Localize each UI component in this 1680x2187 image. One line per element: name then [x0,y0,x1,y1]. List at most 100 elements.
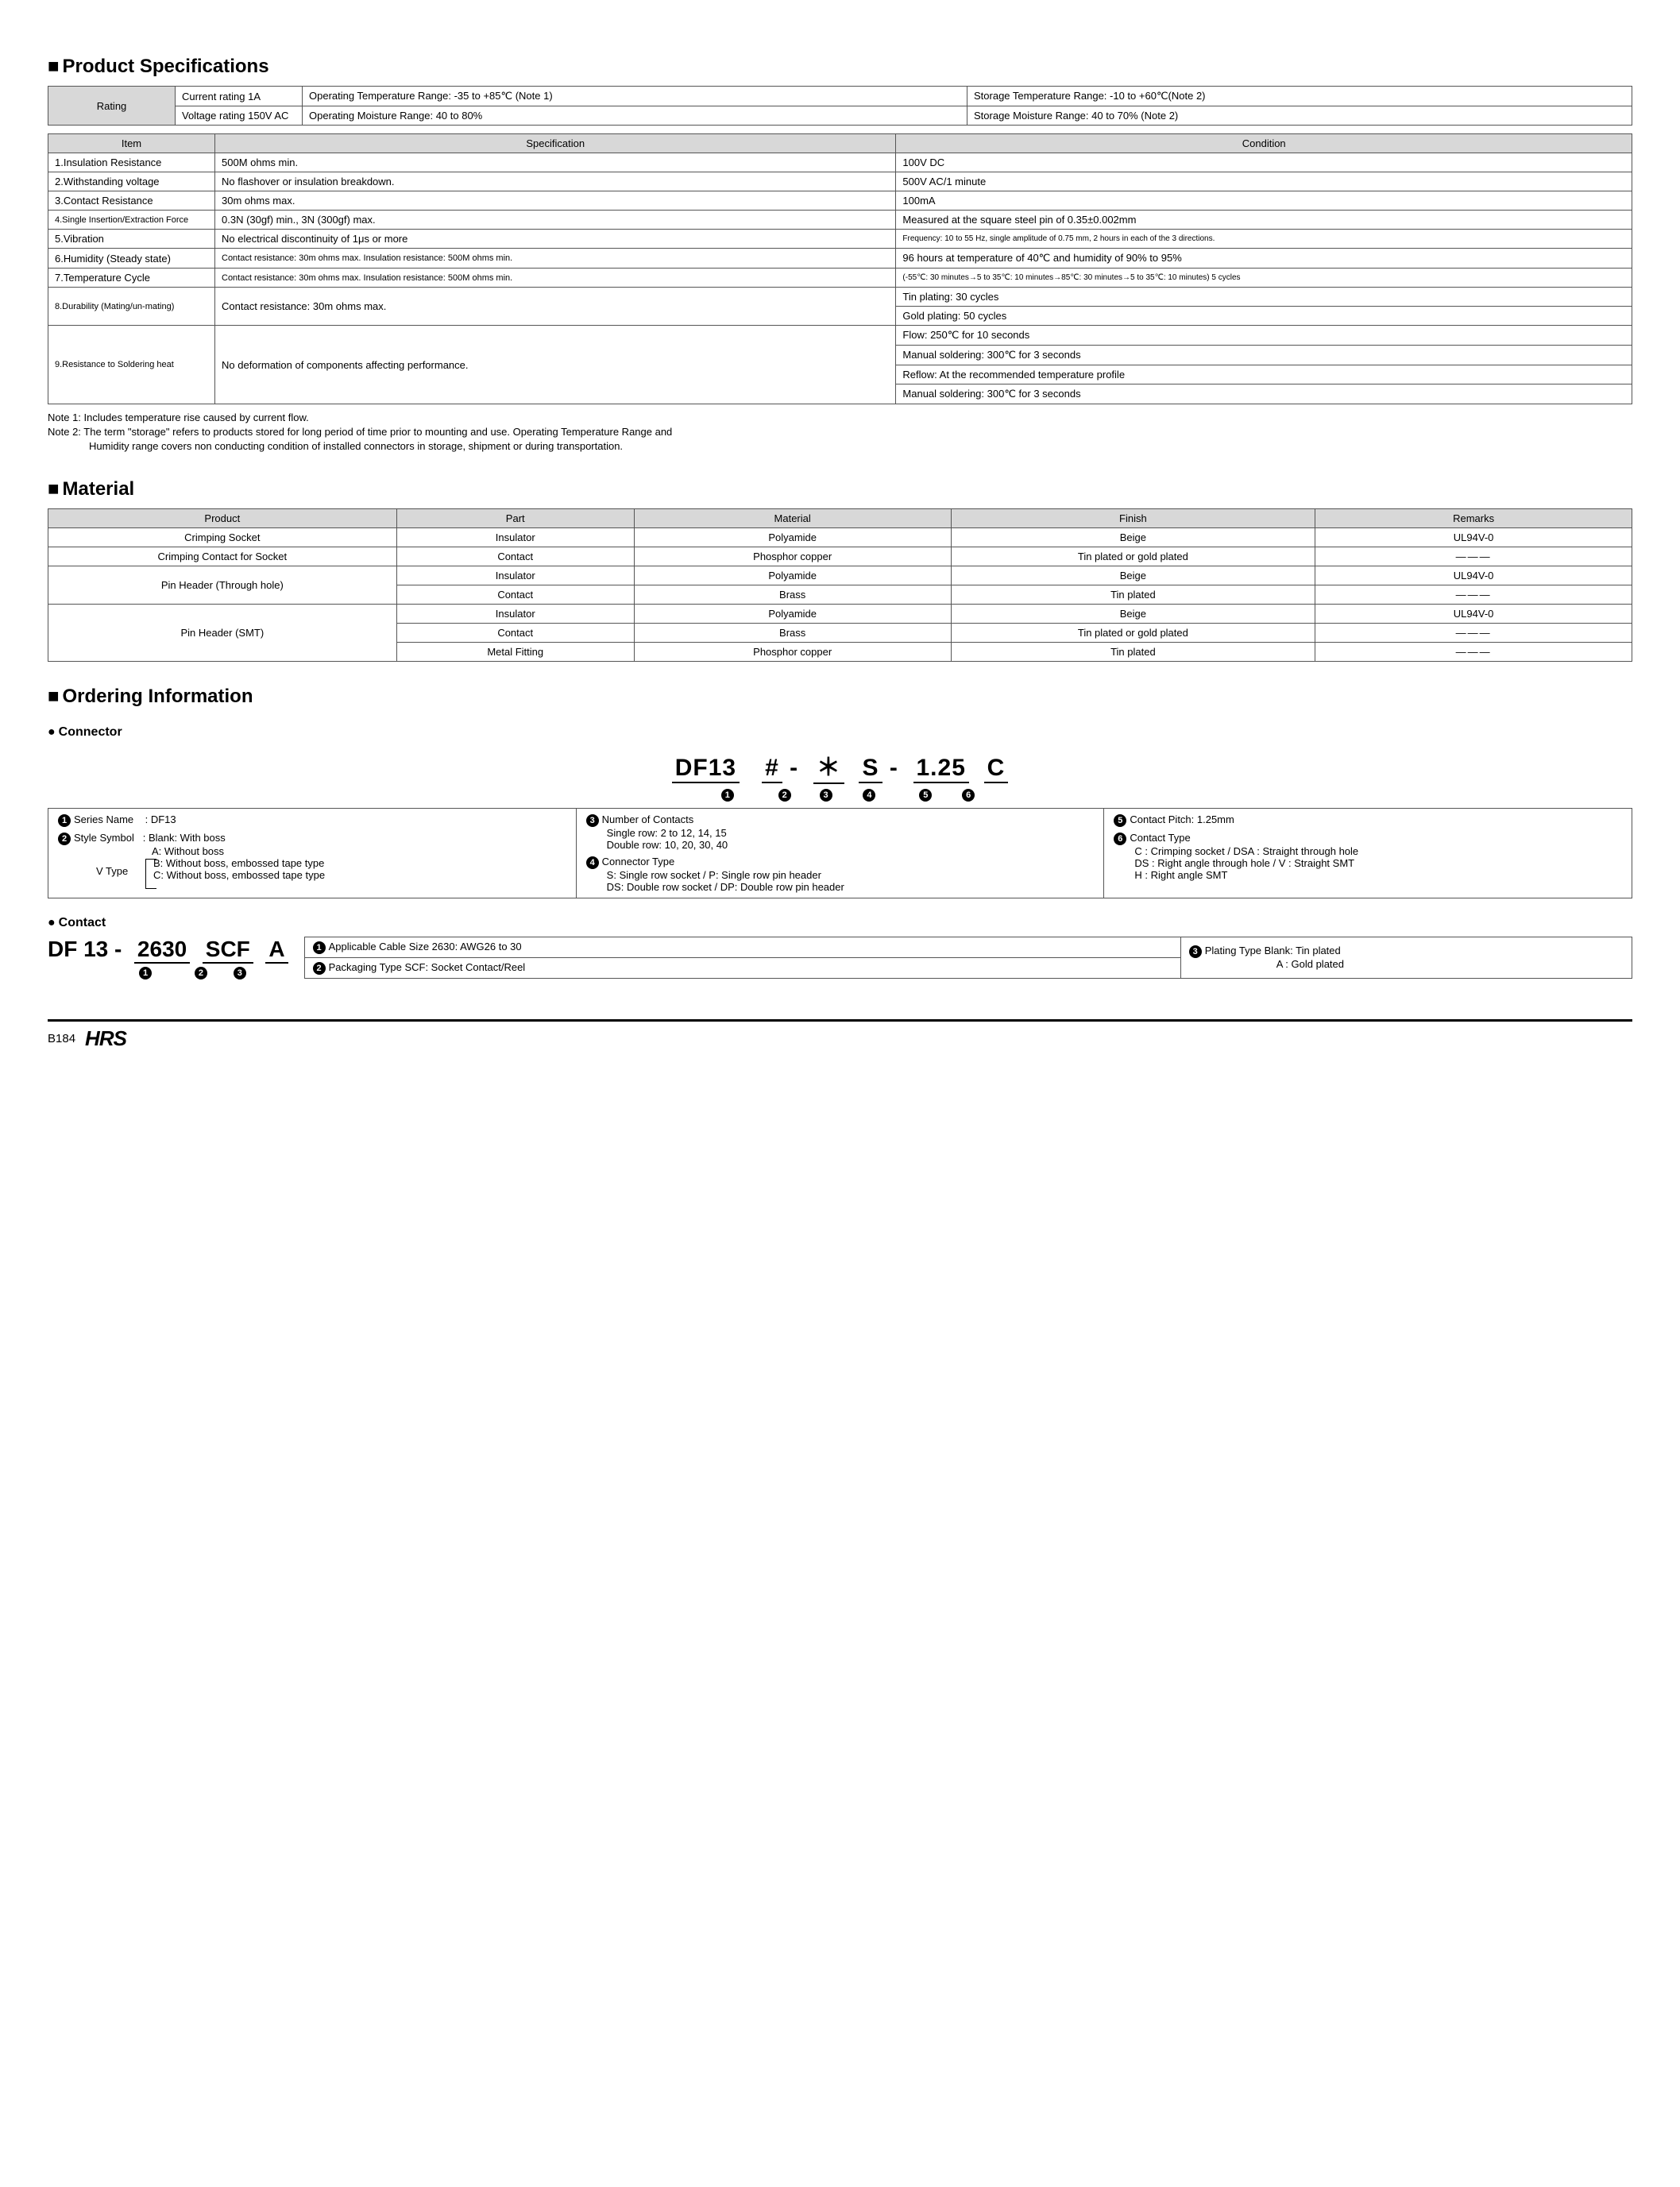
mat-h-part: Part [396,508,634,527]
notes: Note 1: Includes temperature rise caused… [48,411,1632,454]
legend-style-symbol: Style Symbol [74,832,134,844]
spec-cond: 96 hours at temperature of 40℃ and humid… [896,249,1632,269]
spec-cond: Frequency: 10 to 55 Hz, single amplitude… [896,230,1632,249]
circled-2: 2 [58,833,71,845]
circled-5: 5 [919,789,932,802]
legend-num-contacts: Number of Contacts [602,813,694,825]
legend-connector-type-b: DS: Double row socket / DP: Double row p… [586,881,1095,893]
spec-item: 3.Contact Resistance [48,191,215,211]
mat-cell: Tin plated or gold plated [951,547,1315,566]
mat-cell: Crimping Contact for Socket [48,547,397,566]
mat-cell: Beige [951,604,1315,623]
mat-cell: Tin plated [951,585,1315,604]
circled-2: 2 [778,789,791,802]
sub-title-contact: Contact [48,916,1632,930]
circled-4: 4 [863,789,875,802]
legend-col-3: 5Contact Pitch: 1.25mm 6Contact Type C :… [1104,809,1632,898]
mat-cell: Contact [396,585,634,604]
table-row: Crimping Socket Insulator Polyamide Beig… [48,527,1632,547]
legend-style-b: B: Without boss, embossed tape type [153,857,566,869]
code-seg-3: ＊ [813,748,844,784]
legend-series-val: : DF13 [145,813,176,825]
spec-cond-durability-1: Tin plating: 30 cycles [896,288,1632,307]
connector-order-nums: 1 2 3 4 5 6 [48,787,1632,802]
contact-seg-1: 2630 [134,937,190,964]
spec-spec: No flashover or insulation breakdown. [215,172,896,191]
spec-item: 4.Single Insertion/Extraction Force [48,211,215,230]
contact-seg-0: DF 13 [48,937,108,961]
contact-seg-2: SCF [203,937,253,964]
circled-3: 3 [234,967,246,980]
spec-header-spec: Specification [215,134,896,153]
mat-cell: Insulator [396,604,634,623]
contact-legend-3: 3Plating Type Blank: Tin plated A : Gold… [1180,937,1632,978]
sub-title-connector: Connector [48,725,1632,740]
circled-1: 1 [139,967,152,980]
mat-cell: UL94V-0 [1315,566,1632,585]
spec-header-cond: Condition [896,134,1632,153]
contact-code-block: DF 13 - 2630 SCF A 1 2 3 [48,937,288,980]
table-row: 4.Single Insertion/Extraction Force0.3N … [48,211,1632,230]
mat-cell: ――― [1315,585,1632,604]
legend-series-name: Series Name [74,813,133,825]
table-row: 5.VibrationNo electrical discontinuity o… [48,230,1632,249]
mat-cell: Brass [634,623,951,642]
mat-cell: ――― [1315,623,1632,642]
circled-2: 2 [195,967,207,980]
connector-legend-box: 1Series Name : DF13 2Style Symbol : Blan… [48,808,1632,898]
legend-col-1: 1Series Name : DF13 2Style Symbol : Blan… [48,809,577,898]
mat-h-finish: Finish [951,508,1315,527]
mat-cell: Metal Fitting [396,642,634,661]
legend-style-a: A: Without boss [58,845,566,857]
legend-contact-pitch: Contact Pitch: 1.25mm [1130,813,1234,825]
mat-cell: ――― [1315,642,1632,661]
mat-cell: Pin Header (SMT) [48,604,397,661]
spec-item: 6.Humidity (Steady state) [48,249,215,269]
hrs-logo: HRS [85,1026,126,1051]
code-seg-5: 1.25 [913,755,969,783]
spec-spec: Contact resistance: 30m ohms max. Insula… [215,249,896,269]
contact-legend-3a: Plating Type Blank: Tin plated [1205,945,1341,956]
circled-3: 3 [1189,945,1202,958]
spec-cond-durability-2: Gold plating: 50 cycles [896,307,1632,326]
mat-h-product: Product [48,508,397,527]
circled-6: 6 [1114,833,1126,845]
spec-table: Item Specification Condition 1.Insulatio… [48,133,1632,404]
circled-2: 2 [313,962,326,975]
circled-4: 4 [586,856,599,869]
mat-cell: Crimping Socket [48,527,397,547]
mat-cell: Contact [396,623,634,642]
code-seg-4: S [859,755,882,783]
circled-6: 6 [962,789,975,802]
circled-1: 1 [721,789,734,802]
section-title-spec: Product Specifications [48,56,1632,78]
code-seg-2: # [762,755,782,783]
spec-item: 5.Vibration [48,230,215,249]
connector-order-code: DF13 # - ＊ S - 1.25 C [48,748,1632,784]
spec-spec: No electrical discontinuity of 1μs or mo… [215,230,896,249]
mat-cell: Beige [951,566,1315,585]
mat-h-remarks: Remarks [1315,508,1632,527]
contact-legend-3b: A : Gold plated [1189,958,1344,970]
legend-style-val: : Blank: With boss [143,832,226,844]
legend-contact-type-b: DS : Right angle through hole / V : Stra… [1114,857,1622,869]
code-seg-1: DF13 [672,755,740,783]
legend-connector-type: Connector Type [602,856,675,867]
spec-cond-solder-3: Reflow: At the recommended temperature p… [896,365,1632,384]
spec-cond-solder-2: Manual soldering: 300℃ for 3 seconds [896,346,1632,365]
op-temp-range: Operating Temperature Range: -35 to +85℃… [303,87,967,106]
note-1: Note 1: Includes temperature rise caused… [48,411,1632,425]
spec-spec: 30m ohms max. [215,191,896,211]
legend-connector-type-a: S: Single row socket / P: Single row pin… [586,869,1095,881]
mat-cell: Insulator [396,527,634,547]
contact-seg-3: A [265,937,288,964]
section-title-material: Material [48,478,1632,500]
spec-cond: Measured at the square steel pin of 0.35… [896,211,1632,230]
rating-table: Rating Current rating 1A Operating Tempe… [48,86,1632,126]
note-2a: Note 2: The term "storage" refers to pro… [48,425,1632,439]
mat-cell: Tin plated or gold plated [951,623,1315,642]
page-number: B184 [48,1032,75,1045]
contact-legend-2: 2Packaging Type SCF: Socket Contact/Reel [304,957,1180,978]
legend-vtype: V Type [96,865,128,877]
spec-cond-solder-1: Flow: 250℃ for 10 seconds [896,326,1632,346]
